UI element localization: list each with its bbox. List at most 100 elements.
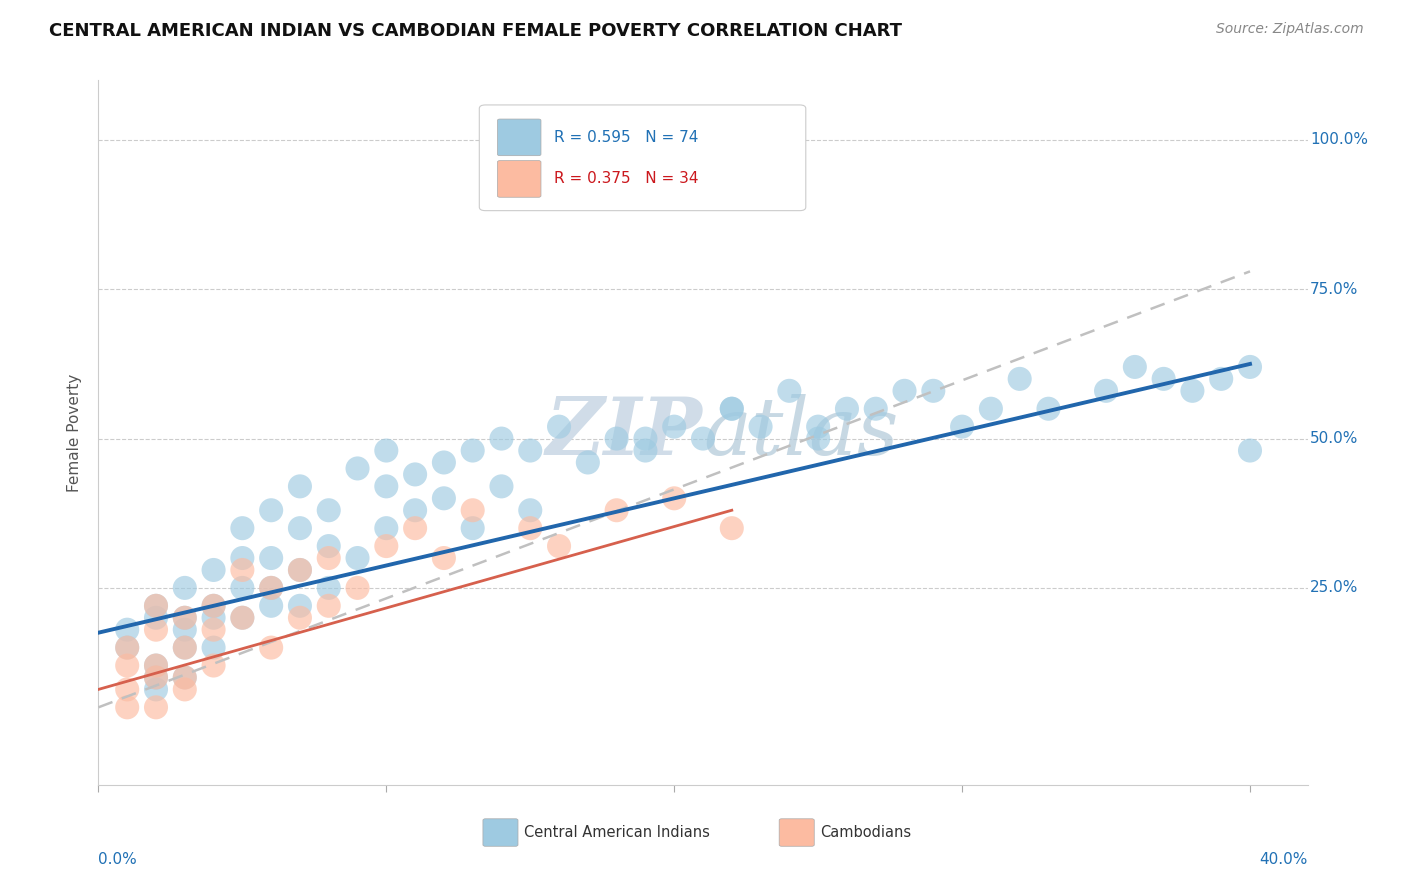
- Point: [1008, 372, 1031, 386]
- Point: [231, 611, 253, 625]
- Point: [1239, 443, 1261, 458]
- Point: [519, 503, 541, 517]
- Point: [807, 419, 830, 434]
- Point: [173, 611, 195, 625]
- Text: ZIP: ZIP: [546, 394, 703, 471]
- Point: [173, 670, 195, 684]
- Y-axis label: Female Poverty: Female Poverty: [67, 374, 83, 491]
- Point: [173, 581, 195, 595]
- Point: [202, 611, 225, 625]
- Point: [375, 521, 398, 535]
- Point: [404, 467, 426, 482]
- Point: [173, 682, 195, 697]
- Point: [318, 503, 340, 517]
- Point: [173, 640, 195, 655]
- Point: [202, 599, 225, 613]
- FancyBboxPatch shape: [498, 119, 541, 156]
- Point: [145, 658, 167, 673]
- Point: [1123, 359, 1146, 374]
- Point: [318, 539, 340, 553]
- Point: [145, 670, 167, 684]
- Point: [548, 419, 571, 434]
- Text: Central American Indians: Central American Indians: [524, 825, 710, 840]
- Point: [288, 611, 311, 625]
- Point: [231, 521, 253, 535]
- Point: [346, 581, 368, 595]
- Point: [231, 581, 253, 595]
- FancyBboxPatch shape: [779, 819, 814, 847]
- Text: 100.0%: 100.0%: [1310, 133, 1368, 147]
- Point: [145, 623, 167, 637]
- Point: [375, 539, 398, 553]
- Text: 75.0%: 75.0%: [1310, 282, 1358, 297]
- Point: [950, 419, 973, 434]
- Point: [404, 521, 426, 535]
- Point: [1181, 384, 1204, 398]
- Point: [260, 551, 283, 566]
- Point: [202, 599, 225, 613]
- Text: CENTRAL AMERICAN INDIAN VS CAMBODIAN FEMALE POVERTY CORRELATION CHART: CENTRAL AMERICAN INDIAN VS CAMBODIAN FEM…: [49, 22, 903, 40]
- Point: [835, 401, 858, 416]
- FancyBboxPatch shape: [479, 105, 806, 211]
- Point: [260, 503, 283, 517]
- Point: [778, 384, 800, 398]
- Point: [173, 640, 195, 655]
- Point: [260, 581, 283, 595]
- Point: [1038, 401, 1060, 416]
- Point: [720, 521, 742, 535]
- Point: [145, 670, 167, 684]
- Point: [115, 640, 138, 655]
- Point: [720, 401, 742, 416]
- Text: R = 0.375   N = 34: R = 0.375 N = 34: [554, 171, 699, 186]
- Point: [606, 432, 628, 446]
- Point: [202, 623, 225, 637]
- Point: [260, 640, 283, 655]
- Point: [404, 503, 426, 517]
- Point: [461, 443, 484, 458]
- Point: [202, 658, 225, 673]
- Text: 0.0%: 0.0%: [98, 852, 138, 867]
- Point: [1211, 372, 1233, 386]
- Point: [115, 682, 138, 697]
- Point: [202, 640, 225, 655]
- Point: [346, 551, 368, 566]
- Text: 40.0%: 40.0%: [1260, 852, 1308, 867]
- Point: [202, 563, 225, 577]
- Point: [461, 503, 484, 517]
- Point: [1095, 384, 1118, 398]
- Point: [980, 401, 1002, 416]
- Point: [318, 599, 340, 613]
- Text: atlas: atlas: [703, 394, 898, 471]
- Text: Cambodians: Cambodians: [820, 825, 911, 840]
- Point: [115, 658, 138, 673]
- Point: [1153, 372, 1175, 386]
- Point: [375, 479, 398, 493]
- Point: [115, 640, 138, 655]
- Point: [893, 384, 915, 398]
- Point: [318, 581, 340, 595]
- Point: [260, 581, 283, 595]
- Point: [145, 599, 167, 613]
- Point: [173, 611, 195, 625]
- Point: [375, 443, 398, 458]
- Point: [145, 611, 167, 625]
- Point: [720, 401, 742, 416]
- Point: [231, 563, 253, 577]
- Text: 50.0%: 50.0%: [1310, 431, 1358, 446]
- FancyBboxPatch shape: [498, 161, 541, 197]
- Point: [865, 401, 887, 416]
- Point: [1239, 359, 1261, 374]
- Point: [634, 432, 657, 446]
- Text: 25.0%: 25.0%: [1310, 581, 1358, 595]
- Text: Source: ZipAtlas.com: Source: ZipAtlas.com: [1216, 22, 1364, 37]
- Point: [461, 521, 484, 535]
- Point: [634, 443, 657, 458]
- Point: [231, 611, 253, 625]
- Point: [260, 599, 283, 613]
- Point: [145, 599, 167, 613]
- Point: [548, 539, 571, 553]
- Point: [807, 432, 830, 446]
- Point: [433, 491, 456, 506]
- Point: [491, 479, 513, 493]
- Point: [519, 521, 541, 535]
